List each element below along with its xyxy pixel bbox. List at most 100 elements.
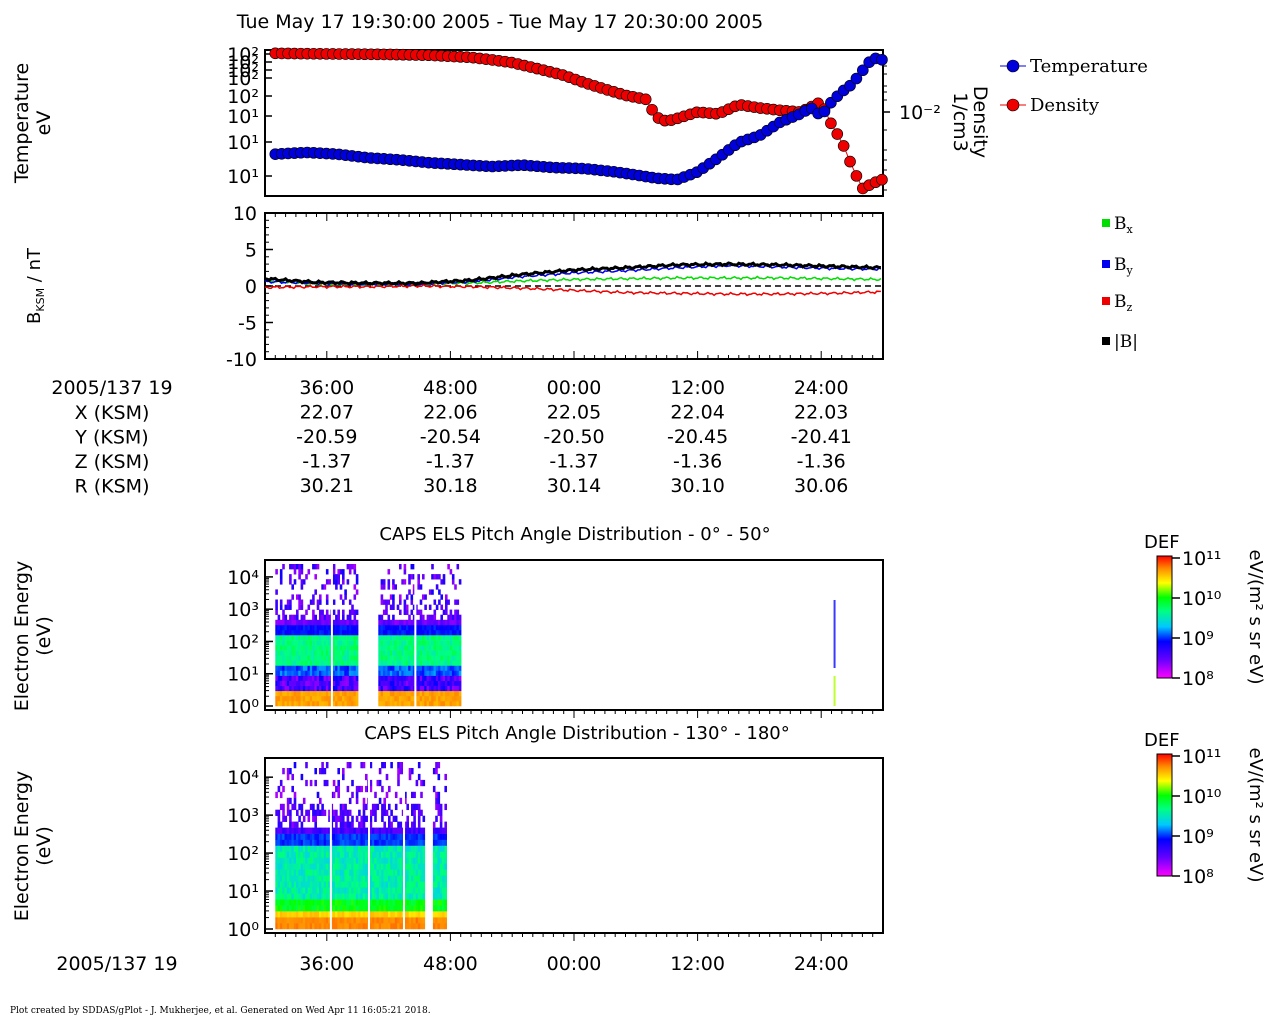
spectrogram-cell [381, 839, 384, 846]
spectrogram-cell [385, 670, 388, 676]
spectrogram-cell [291, 670, 294, 676]
spectrogram-cell [353, 594, 357, 600]
spectrogram-cell [399, 619, 402, 626]
spectrogram-cell [348, 660, 352, 666]
spectrogram-cell [387, 700, 391, 707]
spectrogram-cell [394, 655, 397, 661]
spectrogram-cell [305, 670, 308, 676]
plasma-left-tick-label: 10¹ [227, 106, 259, 128]
spectrogram-cell [325, 700, 329, 707]
spectrogram-cell [383, 839, 386, 846]
spectrogram-cell [312, 695, 315, 702]
spectrogram-cell [314, 589, 317, 595]
spectrogram-cell [406, 869, 409, 876]
spectrogram-cell [351, 670, 354, 676]
spectrogram-cell [408, 768, 412, 775]
spectrogram-cell [298, 629, 301, 636]
colorbar-tick-label: 10¹⁰ [1182, 786, 1221, 808]
spectrogram-cell [444, 917, 447, 924]
spectrogram-cell [319, 768, 322, 775]
spectrogram-cell [408, 589, 411, 595]
spectrogram-cell [456, 675, 460, 681]
spectrogram-cell [380, 655, 384, 661]
spectrogram-cell [300, 827, 304, 834]
spectrogram-cell [381, 857, 384, 864]
spectrogram-cell [442, 875, 445, 882]
spectrogram-cell [282, 869, 285, 876]
spectrogram-cell [339, 650, 343, 656]
spectrogram-cell [458, 635, 462, 641]
spectrogram-cell [442, 574, 446, 580]
spectrogram-cell [353, 917, 357, 924]
spectrogram-cell [420, 779, 423, 787]
spectrogram-cell [339, 809, 343, 816]
spectrogram-cell [380, 584, 384, 590]
spectrogram-cell [392, 833, 396, 840]
spectrogram-cell [319, 635, 322, 641]
spectrogram-cell [282, 690, 285, 697]
spectrogram-cell [323, 690, 327, 697]
spectrogram-cell [279, 660, 283, 666]
spectrogram-cell [282, 809, 285, 816]
spectrogram-cell [413, 893, 416, 900]
spectrogram-cell [332, 635, 336, 641]
spectrogram-cell [335, 670, 338, 676]
spectrogram-cell [406, 815, 409, 822]
spectrogram-cell [298, 911, 301, 918]
spectrogram-cell [424, 700, 427, 707]
spectrogram-cell [382, 695, 386, 702]
spectrogram-cell [415, 665, 418, 671]
spectrogram-cell [316, 839, 320, 846]
spectrogram-cell [298, 564, 301, 570]
spectrogram-cell [422, 905, 426, 912]
spectrogram-cell [342, 893, 345, 900]
spectrogram-cell [422, 675, 425, 681]
spectrogram-cell [277, 833, 281, 840]
spectrogram-cell [371, 827, 375, 834]
spectrogram-cell [456, 700, 460, 707]
spectrogram-cell [275, 680, 278, 686]
spectrogram-cell [432, 833, 436, 840]
spectrogram-cell [351, 685, 354, 692]
spectrogram-cell [339, 675, 343, 681]
spectrogram-cell [342, 899, 345, 906]
spectrogram-cell [296, 635, 299, 641]
spectrogram-cell [456, 599, 460, 605]
ephemeris-value: -1.36 [797, 451, 846, 473]
spectrogram-cell [445, 650, 448, 656]
spectrogram-cell [346, 660, 350, 666]
spectrogram-cell [385, 857, 389, 864]
spectrogram-cell [344, 887, 347, 894]
spectrogram-cell [355, 665, 359, 671]
spectrogram-cell [438, 635, 441, 641]
spectrogram-cell [360, 839, 363, 846]
spectrogram-cell [411, 875, 414, 882]
spectrogram-cell [275, 609, 278, 615]
spectrogram-cell [353, 680, 357, 686]
spectrogram-cell [447, 614, 450, 621]
spectrogram-cell [428, 619, 432, 626]
spectrogram-cell [374, 839, 377, 846]
spectrogram-cell [369, 762, 373, 769]
spectrogram-cell [422, 863, 426, 870]
spectrogram-cell [413, 875, 416, 882]
plasma-ylabel-line2: eV [33, 111, 55, 136]
spectrogram-cell [440, 614, 443, 621]
spectrogram-cell [445, 629, 448, 636]
spectrogram-cell [405, 619, 409, 626]
spectrogram-cell [399, 887, 403, 894]
spectrogram-cell [355, 893, 359, 900]
spectrogram-cell [387, 640, 391, 646]
spectrogram-cell [291, 650, 294, 656]
spectrogram-cell [342, 599, 345, 605]
spectrogram-cell [293, 680, 297, 686]
colorbar-title: DEF [1144, 730, 1180, 751]
spectrogram-cell [435, 650, 439, 656]
spectrogram-cell [454, 584, 457, 590]
spectrogram-cell [353, 700, 357, 707]
spectrogram-cell [314, 923, 317, 930]
spectrogram-cell [412, 635, 416, 641]
spectrogram-cell [428, 629, 432, 636]
spectrogram-cell [394, 845, 398, 852]
spectrogram-cell [449, 629, 453, 636]
